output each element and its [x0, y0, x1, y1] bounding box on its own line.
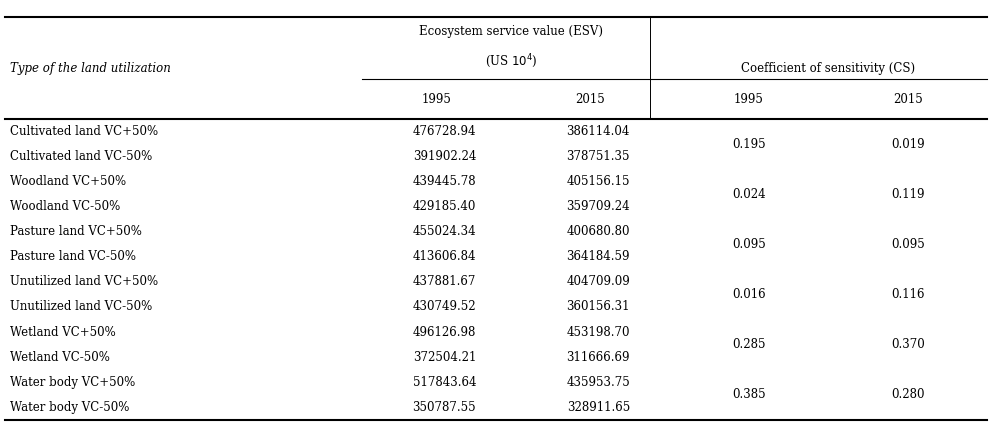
- Text: Wetland VC-50%: Wetland VC-50%: [10, 351, 110, 363]
- Text: 2015: 2015: [575, 92, 605, 106]
- Text: 0.280: 0.280: [891, 388, 925, 401]
- Text: 437881.67: 437881.67: [413, 276, 476, 288]
- Text: 372504.21: 372504.21: [413, 351, 476, 363]
- Text: 1995: 1995: [422, 92, 451, 106]
- Text: 0.195: 0.195: [732, 138, 766, 151]
- Text: 311666.69: 311666.69: [566, 351, 630, 363]
- Text: Cultivated land VC+50%: Cultivated land VC+50%: [10, 125, 158, 138]
- Text: (US $10^{4}$): (US $10^{4}$): [484, 52, 538, 69]
- Text: 0.024: 0.024: [732, 188, 766, 201]
- Text: Woodland VC+50%: Woodland VC+50%: [10, 176, 126, 188]
- Text: 350787.55: 350787.55: [413, 400, 476, 414]
- Text: Unutilized land VC+50%: Unutilized land VC+50%: [10, 276, 158, 288]
- Text: 364184.59: 364184.59: [566, 250, 630, 263]
- Text: 359709.24: 359709.24: [566, 200, 630, 213]
- Text: Pasture land VC+50%: Pasture land VC+50%: [10, 225, 142, 239]
- Text: 430749.52: 430749.52: [413, 300, 476, 314]
- Text: Wetland VC+50%: Wetland VC+50%: [10, 325, 116, 339]
- Text: 435953.75: 435953.75: [566, 376, 630, 389]
- Text: 429185.40: 429185.40: [413, 200, 476, 213]
- Text: 0.095: 0.095: [891, 238, 925, 251]
- Text: 404709.09: 404709.09: [566, 276, 630, 288]
- Text: Type of the land utilization: Type of the land utilization: [10, 62, 171, 75]
- Text: 1995: 1995: [734, 92, 764, 106]
- Text: 400680.80: 400680.80: [566, 225, 630, 239]
- Text: Water body VC+50%: Water body VC+50%: [10, 376, 135, 389]
- Text: 0.016: 0.016: [732, 288, 766, 301]
- Text: Water body VC-50%: Water body VC-50%: [10, 400, 129, 414]
- Text: 439445.78: 439445.78: [413, 176, 476, 188]
- Text: 413606.84: 413606.84: [413, 250, 476, 263]
- Text: 0.095: 0.095: [732, 238, 766, 251]
- Text: 2015: 2015: [893, 92, 923, 106]
- Text: 405156.15: 405156.15: [566, 176, 630, 188]
- Text: 455024.34: 455024.34: [413, 225, 476, 239]
- Text: 517843.64: 517843.64: [413, 376, 476, 389]
- Text: 378751.35: 378751.35: [566, 150, 630, 163]
- Text: 0.116: 0.116: [891, 288, 925, 301]
- Text: 453198.70: 453198.70: [566, 325, 630, 339]
- Text: Ecosystem service value (ESV): Ecosystem service value (ESV): [419, 25, 603, 38]
- Text: 391902.24: 391902.24: [413, 150, 476, 163]
- Text: 360156.31: 360156.31: [566, 300, 630, 314]
- Text: 0.385: 0.385: [732, 388, 766, 401]
- Text: 476728.94: 476728.94: [413, 125, 476, 138]
- Text: Unutilized land VC-50%: Unutilized land VC-50%: [10, 300, 152, 314]
- Text: 496126.98: 496126.98: [413, 325, 476, 339]
- Text: 0.119: 0.119: [891, 188, 925, 201]
- Text: 0.370: 0.370: [891, 338, 925, 351]
- Text: Pasture land VC-50%: Pasture land VC-50%: [10, 250, 136, 263]
- Text: 328911.65: 328911.65: [566, 400, 630, 414]
- Text: Coefficient of sensitivity (CS): Coefficient of sensitivity (CS): [741, 62, 916, 75]
- Text: 0.019: 0.019: [891, 138, 925, 151]
- Text: 0.285: 0.285: [732, 338, 766, 351]
- Text: Cultivated land VC-50%: Cultivated land VC-50%: [10, 150, 152, 163]
- Text: Woodland VC-50%: Woodland VC-50%: [10, 200, 120, 213]
- Text: 386114.04: 386114.04: [566, 125, 630, 138]
